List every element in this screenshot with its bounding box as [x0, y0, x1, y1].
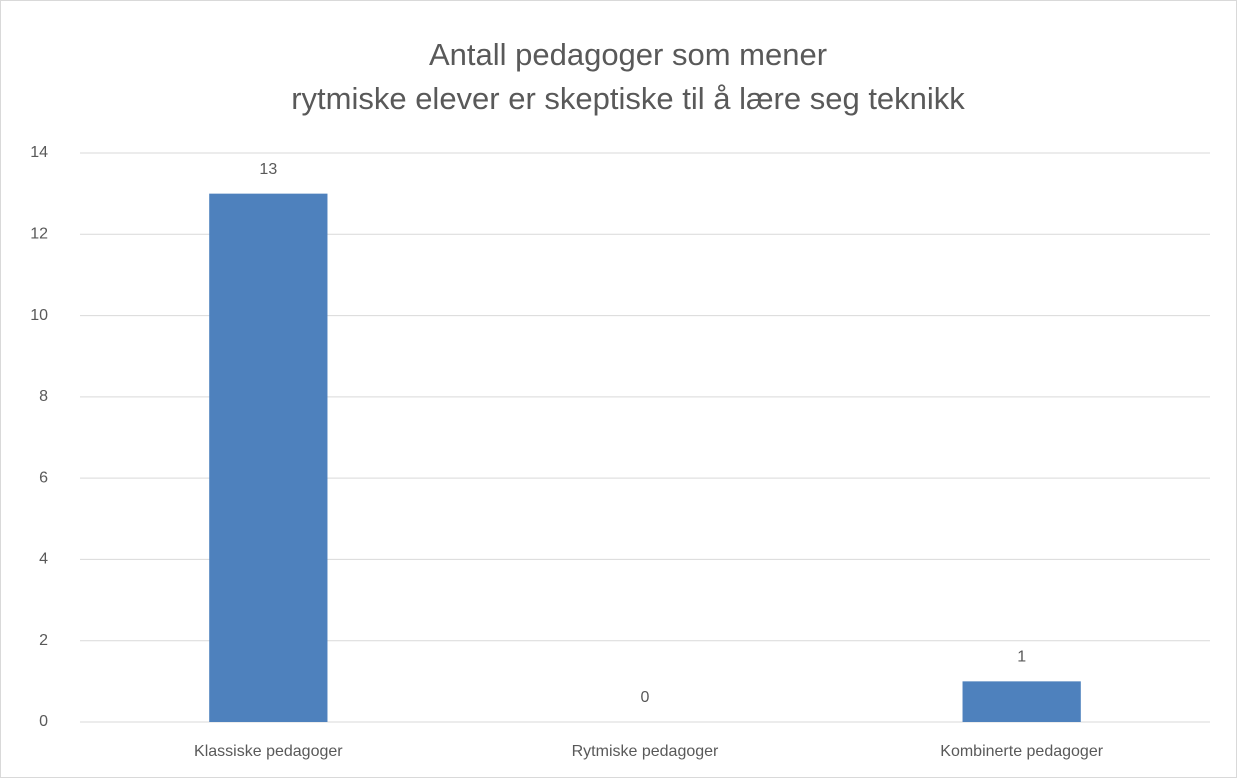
y-tick-label: 10 — [30, 307, 48, 324]
y-tick-label: 12 — [30, 226, 48, 243]
x-tick-label: Rytmiske pedagoger — [572, 743, 719, 760]
y-tick-label: 0 — [39, 713, 48, 730]
y-tick-label: 2 — [39, 632, 48, 649]
x-tick-label: Klassiske pedagoger — [194, 743, 343, 760]
data-label: 1 — [1017, 649, 1026, 666]
x-tick-label: Kombinerte pedagoger — [940, 743, 1103, 760]
data-label: 0 — [641, 689, 650, 706]
bar — [209, 193, 328, 723]
y-tick-label: 14 — [30, 144, 48, 161]
y-tick-label: 6 — [39, 469, 48, 486]
chart-title: Antall pedagoger som mener — [429, 37, 827, 72]
y-tick-label: 8 — [39, 388, 48, 405]
bar — [962, 681, 1081, 722]
y-tick-label: 4 — [39, 551, 48, 568]
chart-title: rytmiske elever er skeptiske til å lære … — [291, 81, 965, 116]
data-label: 13 — [259, 161, 277, 178]
